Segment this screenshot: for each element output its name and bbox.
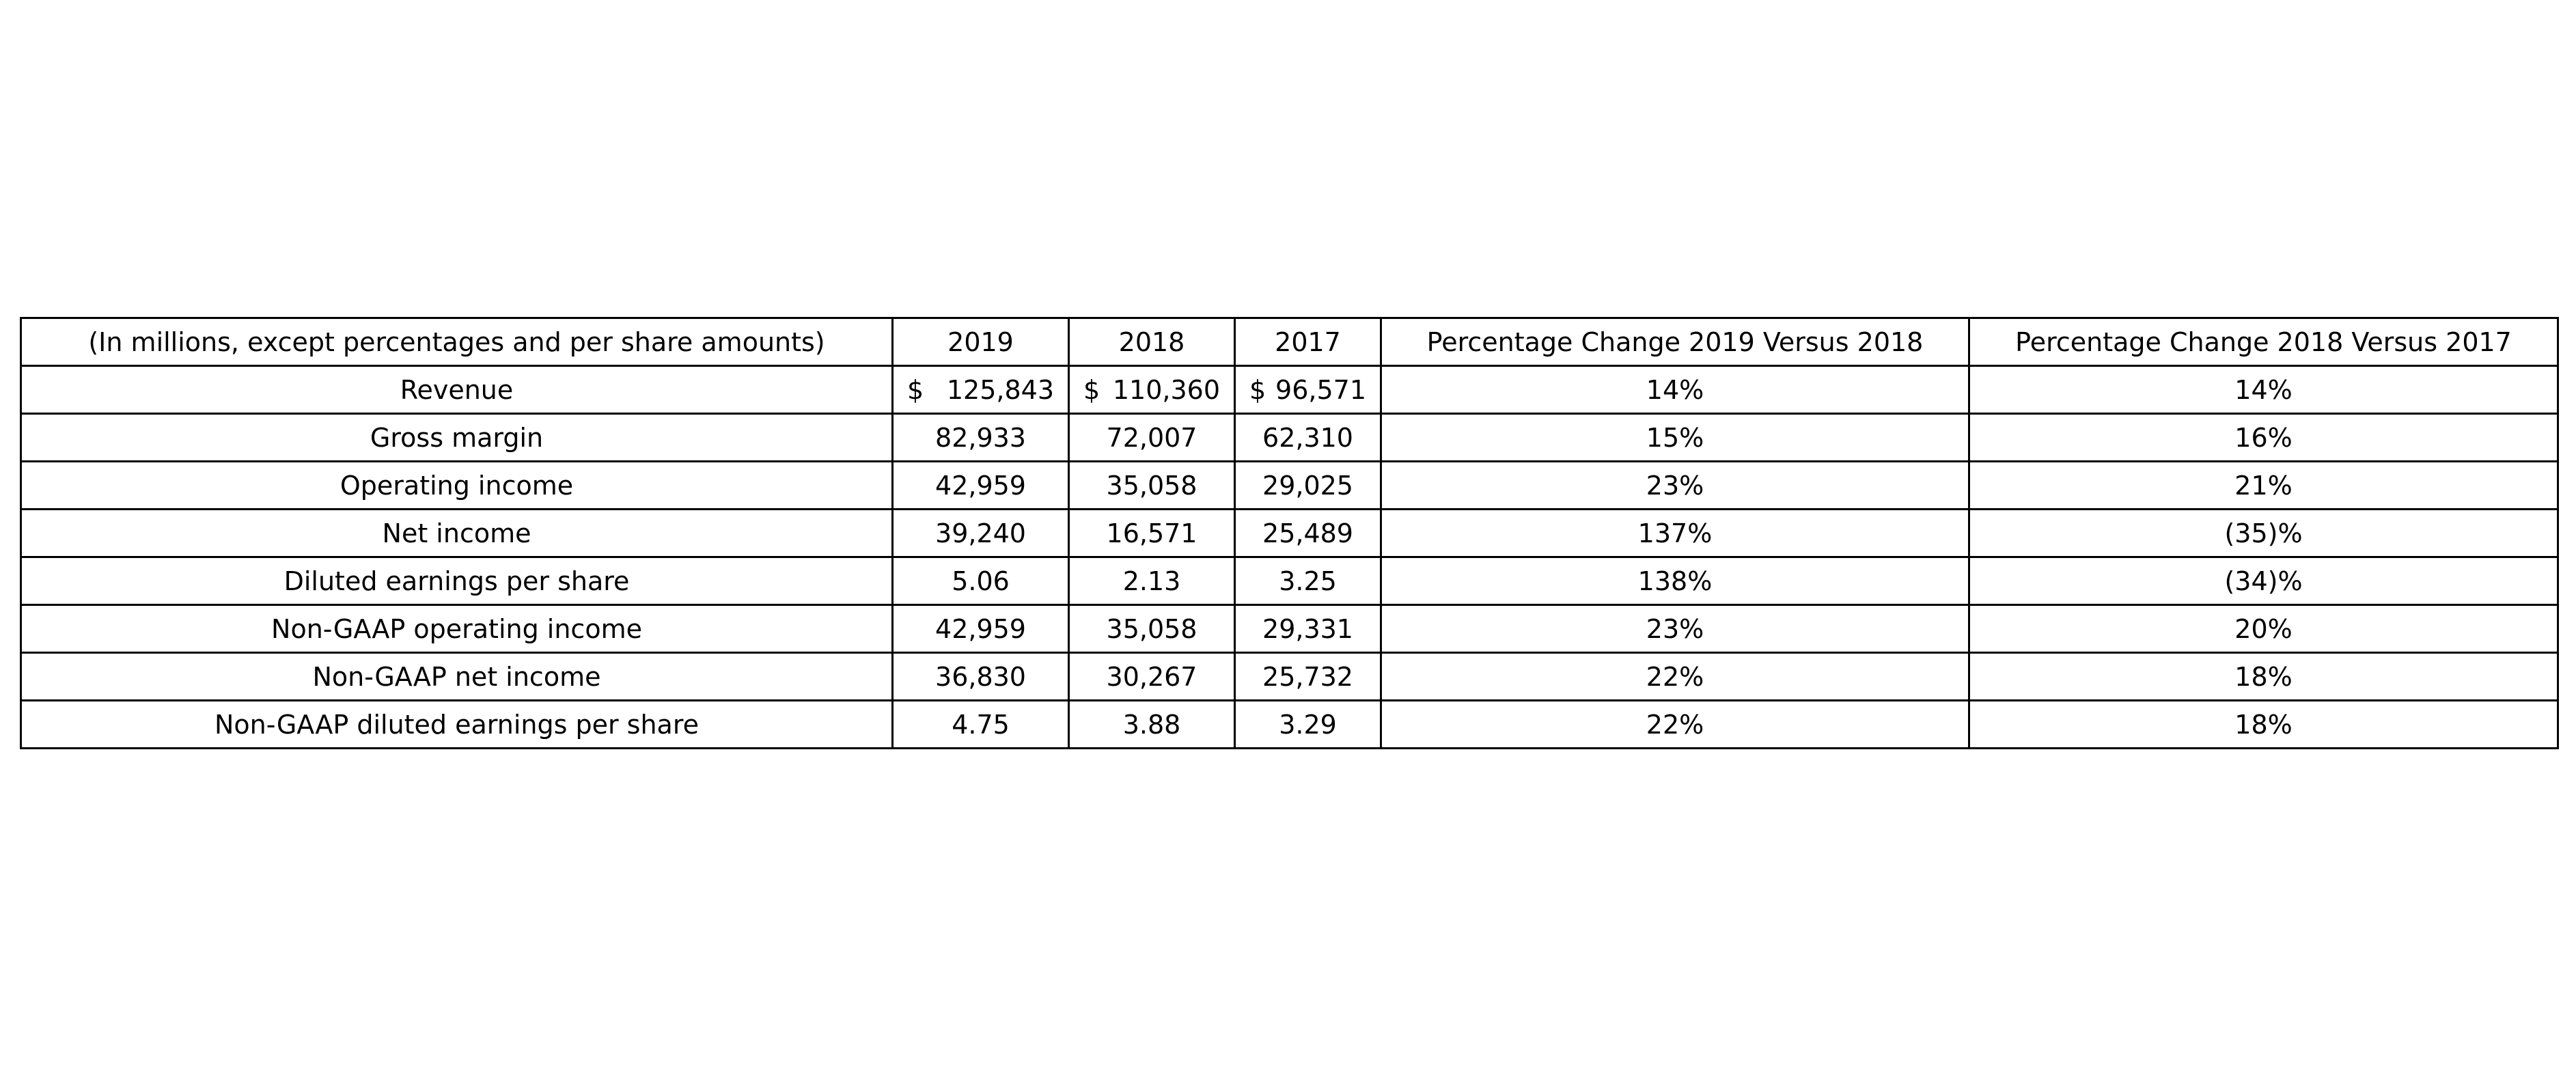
cell-2018: 3.88 — [1068, 699, 1236, 749]
row-label: Non-GAAP diluted earnings per share — [20, 699, 894, 749]
cell-2019: 5.06 — [891, 556, 1070, 606]
header-cell-2019: 2019 — [891, 317, 1070, 367]
currency-symbol: $ — [1249, 374, 1266, 405]
cell-2018: 2.13 — [1068, 556, 1236, 606]
cell-change-2019-vs-2018: 23% — [1380, 460, 1970, 510]
cell-change-2019-vs-2018: 14% — [1380, 365, 1970, 415]
table-row: Diluted earnings per share 5.06 2.13 3.2… — [20, 556, 2559, 606]
table-row: Operating income 42,959 35,058 29,025 23… — [20, 460, 2559, 510]
header-row: (In millions, except percentages and per… — [20, 317, 2559, 367]
header-cell-change-2018-vs-2017: Percentage Change 2018 Versus 2017 — [1968, 317, 2559, 367]
cell-value: 96,571 — [1275, 374, 1366, 405]
cell-2019: 42,959 — [891, 604, 1070, 654]
cell-2017: 62,310 — [1234, 413, 1382, 462]
financial-summary-table-wrapper: (In millions, except percentages and per… — [20, 317, 2559, 749]
dollar-value-wrapper: $ 110,360 — [1071, 368, 1233, 412]
currency-symbol: $ — [907, 374, 924, 405]
row-label: Operating income — [20, 460, 894, 510]
cell-2018: 16,571 — [1068, 508, 1236, 558]
cell-change-2018-vs-2017: (34)% — [1968, 556, 2559, 606]
cell-2017: 29,331 — [1234, 604, 1382, 654]
cell-2019: 82,933 — [891, 413, 1070, 462]
header-cell-2018: 2018 — [1068, 317, 1236, 367]
cell-2017: 3.29 — [1234, 699, 1382, 749]
cell-value: 125,843 — [946, 374, 1054, 405]
row-label: Gross margin — [20, 413, 894, 462]
header-cell-description: (In millions, except percentages and per… — [20, 317, 894, 367]
cell-change-2018-vs-2017: (35)% — [1968, 508, 2559, 558]
cell-2019: 42,959 — [891, 460, 1070, 510]
cell-2019: 4.75 — [891, 699, 1070, 749]
table-row: Non-GAAP diluted earnings per share 4.75… — [20, 699, 2559, 749]
cell-change-2019-vs-2018: 15% — [1380, 413, 1970, 462]
currency-symbol: $ — [1083, 374, 1100, 405]
cell-change-2018-vs-2017: 16% — [1968, 413, 2559, 462]
table-row: Net income 39,240 16,571 25,489 137% (35… — [20, 508, 2559, 558]
table-row: Gross margin 82,933 72,007 62,310 15% 16… — [20, 413, 2559, 462]
cell-2018: 30,267 — [1068, 652, 1236, 701]
cell-change-2019-vs-2018: 22% — [1380, 699, 1970, 749]
header-cell-2017: 2017 — [1234, 317, 1382, 367]
row-label: Revenue — [20, 365, 894, 415]
cell-2017: 25,732 — [1234, 652, 1382, 701]
financial-summary-table: (In millions, except percentages and per… — [20, 317, 2559, 749]
cell-change-2018-vs-2017: 20% — [1968, 604, 2559, 654]
cell-2017: 29,025 — [1234, 460, 1382, 510]
cell-2018: 35,058 — [1068, 604, 1236, 654]
cell-change-2019-vs-2018: 137% — [1380, 508, 1970, 558]
dollar-value-wrapper: $ 125,843 — [895, 368, 1067, 412]
cell-change-2019-vs-2018: 22% — [1380, 652, 1970, 701]
cell-change-2019-vs-2018: 138% — [1380, 556, 1970, 606]
table-row: Non-GAAP operating income 42,959 35,058 … — [20, 604, 2559, 654]
cell-change-2019-vs-2018: 23% — [1380, 604, 1970, 654]
cell-2019: 39,240 — [891, 508, 1070, 558]
dollar-value-wrapper: $ 96,571 — [1237, 368, 1379, 412]
row-label: Net income — [20, 508, 894, 558]
table-row: Non-GAAP net income 36,830 30,267 25,732… — [20, 652, 2559, 701]
row-label: Diluted earnings per share — [20, 556, 894, 606]
cell-2019: $ 125,843 — [891, 365, 1070, 415]
cell-2017: $ 96,571 — [1234, 365, 1382, 415]
cell-2018: $ 110,360 — [1068, 365, 1236, 415]
cell-change-2018-vs-2017: 18% — [1968, 699, 2559, 749]
cell-change-2018-vs-2017: 18% — [1968, 652, 2559, 701]
cell-change-2018-vs-2017: 14% — [1968, 365, 2559, 415]
cell-2019: 36,830 — [891, 652, 1070, 701]
row-label: Non-GAAP net income — [20, 652, 894, 701]
cell-2018: 35,058 — [1068, 460, 1236, 510]
table-row: Revenue $ 125,843 $ 110,360 $ — [20, 365, 2559, 415]
header-cell-change-2019-vs-2018: Percentage Change 2019 Versus 2018 — [1380, 317, 1970, 367]
cell-change-2018-vs-2017: 21% — [1968, 460, 2559, 510]
cell-value: 110,360 — [1112, 374, 1220, 405]
row-label: Non-GAAP operating income — [20, 604, 894, 654]
cell-2017: 3.25 — [1234, 556, 1382, 606]
cell-2018: 72,007 — [1068, 413, 1236, 462]
cell-2017: 25,489 — [1234, 508, 1382, 558]
